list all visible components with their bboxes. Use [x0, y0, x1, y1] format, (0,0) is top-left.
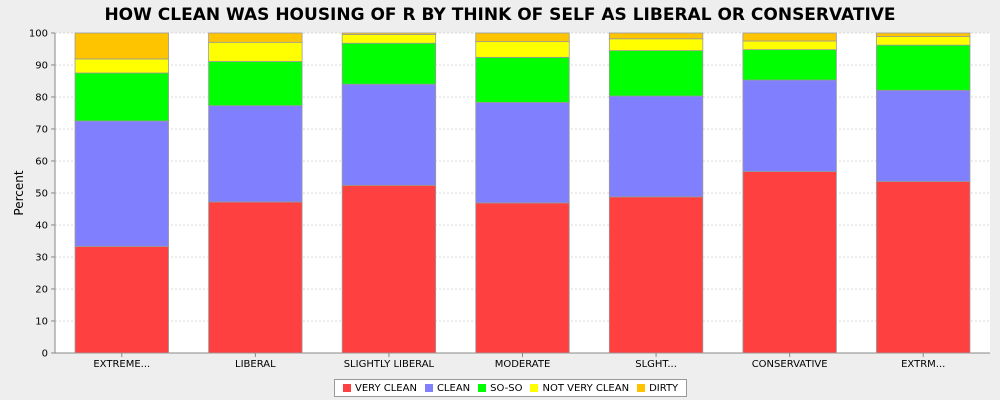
y-tick-label: 100	[29, 29, 48, 40]
legend-item: SO-SO	[478, 383, 522, 394]
bar-segment	[742, 49, 837, 81]
y-tick-label: 40	[35, 221, 48, 232]
bar-segment	[475, 202, 570, 354]
bar-segment	[475, 56, 570, 103]
legend-label: DIRTY	[649, 382, 679, 394]
legend-swatch	[424, 384, 433, 392]
bar-segment	[876, 32, 971, 37]
legend-swatch	[530, 384, 539, 392]
bar-segment	[608, 50, 704, 97]
y-tick-label: 20	[35, 285, 48, 296]
legend-item: NOT VERY CLEAN	[530, 383, 629, 394]
legend-label: VERY CLEAN	[355, 382, 417, 394]
bar-segment	[608, 38, 704, 51]
bar-segment	[742, 79, 837, 172]
bar-segment	[341, 42, 437, 85]
bar-segment	[208, 32, 303, 43]
bar-segment	[876, 181, 971, 354]
bar-segment	[74, 58, 169, 74]
bar-segment	[742, 32, 837, 42]
x-tick-label: EXTREME...	[93, 359, 150, 370]
bar-segment	[608, 196, 704, 354]
bar-segment	[475, 32, 570, 43]
x-tick-label: SLGHT...	[635, 359, 677, 370]
bar-segment	[208, 61, 303, 107]
bar-segment	[74, 120, 169, 247]
legend-item: VERY CLEAN	[343, 383, 417, 394]
bar-segment	[876, 44, 971, 91]
y-tick-label: 60	[35, 157, 48, 168]
y-tick-label: 80	[35, 93, 48, 104]
x-tick-label: LIBERAL	[235, 359, 276, 370]
x-tick-label: SLIGHTLY LIBERAL	[344, 359, 435, 370]
y-tick-label: 30	[35, 253, 48, 264]
bar-segment	[208, 41, 303, 62]
x-tick-label: CONSERVATIVE	[752, 359, 828, 370]
legend-label: SO-SO	[490, 382, 523, 394]
bar-segment	[341, 34, 437, 44]
legend-swatch	[343, 384, 351, 392]
y-axis-label: Percent	[12, 170, 26, 215]
legend-swatch	[637, 384, 646, 392]
legend-item: DIRTY	[637, 383, 678, 394]
chart-legend: VERY CLEAN CLEAN SO-SO NOT VERY CLEAN DIRTY	[334, 379, 688, 397]
bar-segment	[208, 105, 303, 203]
bar-segment	[341, 184, 437, 354]
x-tick-label: EXTRM...	[901, 359, 945, 370]
bar-segment	[341, 83, 437, 186]
legend-label: CLEAN	[436, 382, 471, 394]
legend-item: CLEAN	[424, 382, 471, 394]
bar-segment	[742, 40, 837, 51]
bar-segment	[208, 201, 303, 354]
legend-swatch	[478, 384, 487, 392]
bar-segment	[475, 102, 570, 204]
bar-segment	[341, 32, 437, 36]
y-tick-label: 10	[35, 317, 48, 328]
bar-segment	[475, 41, 570, 58]
bar-segment	[74, 32, 169, 60]
bar-segment	[608, 95, 704, 198]
bar-segment	[74, 246, 169, 354]
bar-segment	[876, 36, 971, 46]
y-tick-label: 70	[35, 125, 48, 136]
y-tick-label: 0	[42, 349, 48, 360]
bar-segment	[742, 171, 837, 354]
bar-segment	[608, 32, 704, 40]
bar-segment	[876, 89, 971, 182]
y-tick-label: 50	[35, 189, 48, 200]
bar-segment	[74, 72, 169, 122]
chart-title: HOW CLEAN WAS HOUSING OF R BY THINK OF S…	[104, 5, 896, 25]
legend-label: NOT VERY CLEAN	[542, 382, 630, 394]
y-tick-label: 90	[35, 61, 48, 72]
x-tick-label: MODERATE	[495, 359, 551, 370]
